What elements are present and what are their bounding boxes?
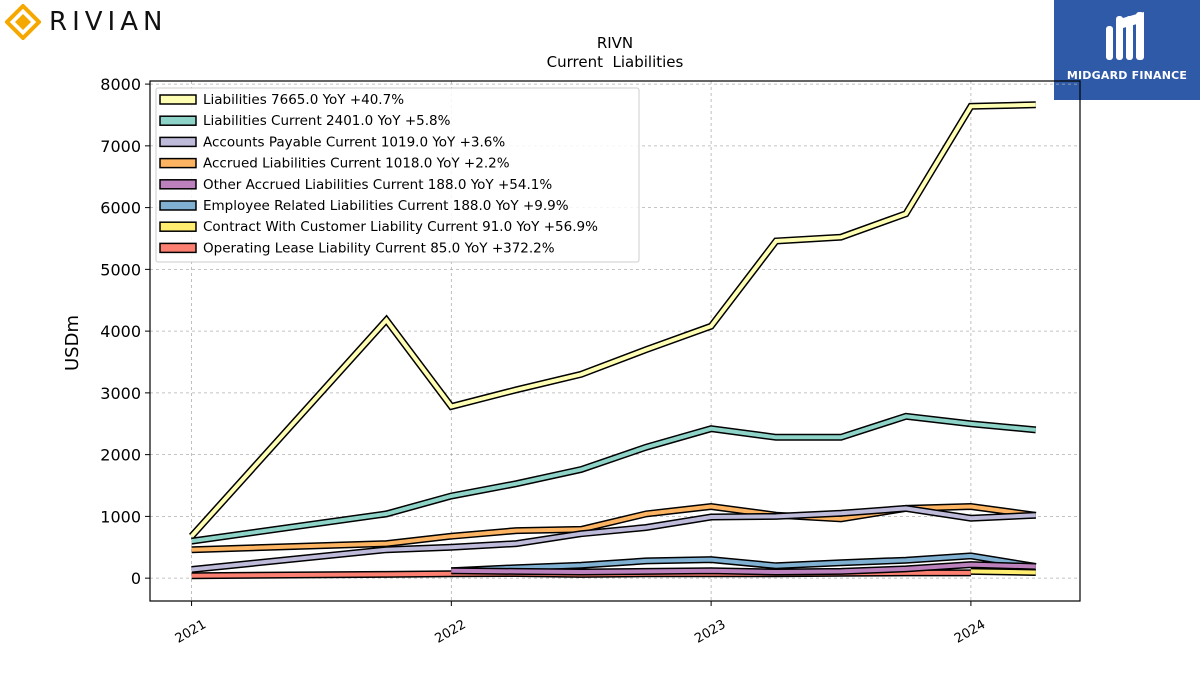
y-tick-label: 6000 [100,199,141,218]
series-line-3 [191,504,1036,573]
series-line-fill [190,102,1036,538]
y-axis-label: USDm [62,315,83,371]
brand-logo: RIVIAN [5,4,167,40]
legend-swatch [159,179,197,190]
legend-swatch [159,94,197,105]
legend-swatch [159,242,197,254]
y-tick-label: 8000 [100,75,141,94]
legend-entry: Employee Related Liabilities Current 188… [203,198,569,214]
legend-entry: Liabilities Current 2401.0 YoY +5.8% [203,113,451,129]
legend-entry: Other Accrued Liabilities Current 188.0 … [203,177,552,193]
partner-name: MIDGARD FINANCE [1066,69,1188,82]
x-tick-label: 2024 [952,617,988,647]
series-line-fill [970,569,1036,575]
y-tick-label: 1000 [100,507,141,526]
y-tick-label: 4000 [100,322,141,341]
series-line-2 [191,412,1037,545]
series-line-fill [451,562,1036,575]
series-line-fill [191,414,1036,544]
legend-swatch [159,115,197,126]
series-line-5 [451,561,1036,576]
legend-entry: Accrued Liabilities Current 1018.0 YoY +… [203,156,510,172]
legend-entry: Operating Lease Liability Current 85.0 Y… [203,240,555,256]
series-line-1 [188,101,1036,539]
legend-swatch [159,157,197,169]
midgard-m-logo-icon [1106,12,1144,60]
y-tick-label: 0 [131,569,141,588]
series-line-fill [451,553,1037,573]
y-tick-label: 3000 [100,384,141,403]
x-tick-label: 2021 [173,617,209,647]
series-lines [188,101,1037,580]
legend-entry: Contract With Customer Liability Current… [203,219,598,235]
series-line-7 [970,567,1036,576]
partner-logo: MIDGARD FINANCE [1054,0,1200,100]
legend-box [155,87,640,263]
legend-swatch [159,136,197,148]
brand-name: RIVIAN [49,7,168,37]
plot-frame [149,80,1081,602]
legend-swatch [159,221,197,232]
legend: Liabilities 7665.0 YoY +40.7% Liabilities… [155,87,640,263]
y-tick-label: 7000 [100,137,141,156]
x-tick-label: 2023 [692,617,728,647]
x-tick-label: 2022 [433,617,469,647]
diamond-logo-icon [5,4,41,40]
series-line-6 [451,552,1037,575]
chart-subtitle: Current Liabilities [547,53,684,71]
legend-entry: Liabilities 7665.0 YoY +40.7% [203,92,404,108]
y-tick-label: 5000 [100,260,141,279]
legend-entry: Accounts Payable Current 1019.0 YoY +3.6… [203,134,505,150]
series-line-fill [191,506,1036,572]
chart-title: RIVN [597,34,633,52]
legend-swatch [159,200,197,211]
y-tick-label: 2000 [100,446,141,465]
